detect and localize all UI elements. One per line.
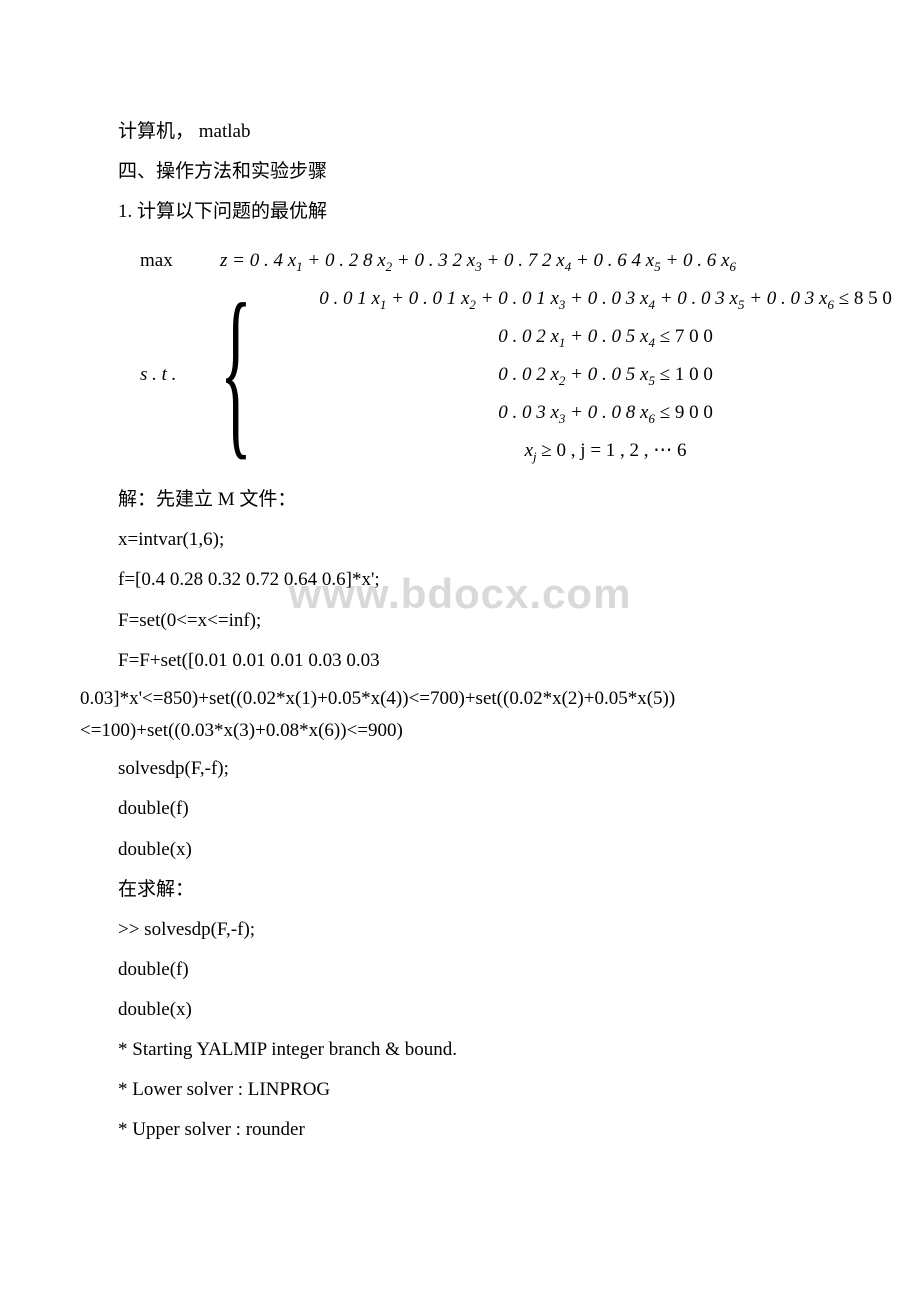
constraint: 0 . 0 2 x2 + 0 . 0 5 x5 ≤ 1 0 0 bbox=[319, 356, 892, 394]
output-line: * Upper solver : rounder bbox=[80, 1112, 840, 1148]
code-line: double(x) bbox=[80, 992, 840, 1028]
constraints-list: 0 . 0 1 x1 + 0 . 0 1 x2 + 0 . 0 1 x3 + 0… bbox=[319, 280, 892, 470]
text-line: 计算机， matlab bbox=[80, 114, 840, 150]
subscript: 6 bbox=[729, 259, 736, 274]
math-part: + 0 . 0 8 x bbox=[565, 402, 648, 423]
math-part: 0 . 0 3 x bbox=[498, 402, 559, 423]
code-line: F=set(0<=x<=inf); bbox=[80, 603, 840, 639]
math-part: x bbox=[525, 440, 533, 461]
math-part: ≤ 8 5 0 bbox=[834, 288, 892, 309]
math-part: 0 . 0 1 x bbox=[319, 288, 380, 309]
code-line: double(f) bbox=[80, 791, 840, 827]
document-content: 计算机， matlab 四、操作方法和实验步骤 1. 计算以下问题的最优解 ma… bbox=[80, 114, 840, 1148]
output-line: * Starting YALMIP integer branch & bound… bbox=[80, 1032, 840, 1068]
code-line: >> solvesdp(F,-f); bbox=[80, 912, 840, 948]
math-part: + 0 . 0 5 x bbox=[565, 326, 648, 347]
text-line: 解：先建立 M 文件： bbox=[80, 482, 840, 518]
constraint: xj ≥ 0 , j = 1 , 2 , ⋯ 6 bbox=[319, 432, 892, 470]
math-part: + 0 . 0 1 x bbox=[476, 288, 559, 309]
code-line: double(x) bbox=[80, 832, 840, 868]
section-heading: 四、操作方法和实验步骤 bbox=[80, 154, 840, 190]
math-part: ≥ 0 , j = 1 , 2 , ⋯ 6 bbox=[537, 440, 687, 461]
math-part: + 0 . 3 2 x bbox=[392, 250, 475, 271]
math-part: + 0 . 0 3 x bbox=[565, 288, 648, 309]
text-line: 在求解： bbox=[80, 872, 840, 908]
max-label: max bbox=[140, 242, 220, 280]
st-label: s . t . bbox=[140, 356, 220, 394]
code-line: F=F+set([0.01 0.01 0.01 0.03 0.03 bbox=[80, 643, 840, 679]
constraint: 0 . 0 3 x3 + 0 . 0 8 x6 ≤ 9 0 0 bbox=[319, 394, 892, 432]
code-line: double(f) bbox=[80, 952, 840, 988]
math-part: ≤ 9 0 0 bbox=[655, 402, 713, 423]
math-part: + 0 . 0 3 x bbox=[655, 288, 738, 309]
math-part: + 0 . 2 8 x bbox=[303, 250, 386, 271]
math-part: + 0 . 0 1 x bbox=[386, 288, 469, 309]
code-line: solvesdp(F,-f); bbox=[80, 751, 840, 787]
math-part: + 0 . 0 5 x bbox=[565, 364, 648, 385]
code-line: 0.03]*x'<=850)+set((0.02*x(1)+0.05*x(4))… bbox=[80, 683, 840, 748]
constraint: 0 . 0 2 x1 + 0 . 0 5 x4 ≤ 7 0 0 bbox=[319, 318, 892, 356]
math-part: 0 . 0 2 x bbox=[498, 364, 559, 385]
code-line: f=[0.4 0.28 0.32 0.72 0.64 0.6]*x'; bbox=[80, 562, 840, 598]
math-part: + 0 . 7 2 x bbox=[482, 250, 565, 271]
objective-expr: z = 0 . 4 x1 + 0 . 2 8 x2 + 0 . 3 2 x3 +… bbox=[220, 242, 840, 280]
math-part: ≤ 1 0 0 bbox=[655, 364, 713, 385]
code-line: x=intvar(1,6); bbox=[80, 522, 840, 558]
constraints-row: s . t . { 0 . 0 1 x1 + 0 . 0 1 x2 + 0 . … bbox=[140, 280, 840, 470]
math-part: 0 . 0 2 x bbox=[498, 326, 559, 347]
math-part: + 0 . 0 3 x bbox=[744, 288, 827, 309]
constraint: 0 . 0 1 x1 + 0 . 0 1 x2 + 0 . 0 1 x3 + 0… bbox=[319, 280, 892, 318]
left-brace: { bbox=[220, 276, 252, 466]
math-block: max z = 0 . 4 x1 + 0 . 2 8 x2 + 0 . 3 2 … bbox=[140, 242, 840, 470]
output-line: * Lower solver : LINPROG bbox=[80, 1072, 840, 1108]
text-line: 1. 计算以下问题的最优解 bbox=[80, 194, 840, 230]
brace-container: { 0 . 0 1 x1 + 0 . 0 1 x2 + 0 . 0 1 x3 +… bbox=[220, 280, 892, 470]
math-part: ≤ 7 0 0 bbox=[655, 326, 713, 347]
math-part: + 0 . 6 4 x bbox=[571, 250, 654, 271]
math-part: + 0 . 6 x bbox=[661, 250, 730, 271]
